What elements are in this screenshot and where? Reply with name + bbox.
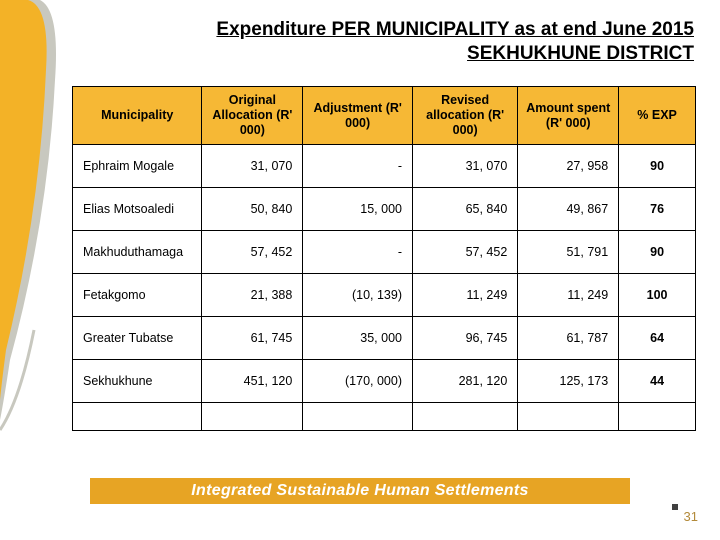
- cell-municipality: Elias Motsoaledi: [73, 188, 202, 231]
- footer-band: Integrated Sustainable Human Settlements: [90, 478, 630, 504]
- cell-municipality: Makhuduthamaga: [73, 231, 202, 274]
- table-row: Fetakgomo21, 388(10, 139)11, 24911, 2491…: [73, 274, 696, 317]
- cell-original: 31, 070: [202, 145, 303, 188]
- cell-spent: 27, 958: [518, 145, 619, 188]
- table-header-row: Municipality Original Allocation (R' 000…: [73, 87, 696, 145]
- slide-title: Expenditure PER MUNICIPALITY as at end J…: [130, 18, 694, 66]
- table-row-empty: [73, 403, 696, 431]
- expenditure-table-wrap: Municipality Original Allocation (R' 000…: [72, 86, 696, 431]
- cell-spent: 51, 791: [518, 231, 619, 274]
- cell-pct: 64: [619, 317, 696, 360]
- cell-municipality: Greater Tubatse: [73, 317, 202, 360]
- cell-pct: 44: [619, 360, 696, 403]
- footer-bullet-icon: [672, 504, 678, 510]
- table-row: Ephraim Mogale31, 070-31, 07027, 95890: [73, 145, 696, 188]
- page-number: 31: [684, 509, 698, 524]
- cell-original: 61, 745: [202, 317, 303, 360]
- cell-adjustment: -: [303, 231, 413, 274]
- table-row: Elias Motsoaledi50, 84015, 00065, 84049,…: [73, 188, 696, 231]
- cell-adjustment: (170, 000): [303, 360, 413, 403]
- cell-pct: 76: [619, 188, 696, 231]
- cell-adjustment: (10, 139): [303, 274, 413, 317]
- table-body: Ephraim Mogale31, 070-31, 07027, 95890El…: [73, 145, 696, 431]
- cell-adjustment: 15, 000: [303, 188, 413, 231]
- footer-text: Integrated Sustainable Human Settlements: [191, 482, 528, 500]
- table-row: Sekhukhune451, 120(170, 000)281, 120125,…: [73, 360, 696, 403]
- cell-revised: 96, 745: [413, 317, 518, 360]
- expenditure-table: Municipality Original Allocation (R' 000…: [72, 86, 696, 431]
- title-line-2: SEKHUKHUNE DISTRICT: [467, 43, 694, 64]
- cell-pct: 90: [619, 145, 696, 188]
- col-header-original: Original Allocation (R' 000): [202, 87, 303, 145]
- cell-original: 57, 452: [202, 231, 303, 274]
- col-header-revised: Revised allocation (R' 000): [413, 87, 518, 145]
- title-line-1: Expenditure PER MUNICIPALITY as at end J…: [216, 19, 694, 40]
- col-header-municipality: Municipality: [73, 87, 202, 145]
- cell-municipality: Sekhukhune: [73, 360, 202, 403]
- cell-adjustment: 35, 000: [303, 317, 413, 360]
- cell-revised: 11, 249: [413, 274, 518, 317]
- col-header-adjustment: Adjustment (R' 000): [303, 87, 413, 145]
- cell-spent: 49, 867: [518, 188, 619, 231]
- cell-pct: 100: [619, 274, 696, 317]
- col-header-spent: Amount spent (R' 000): [518, 87, 619, 145]
- cell-spent: 61, 787: [518, 317, 619, 360]
- cell-pct: 90: [619, 231, 696, 274]
- col-header-pct: % EXP: [619, 87, 696, 145]
- cell-adjustment: -: [303, 145, 413, 188]
- cell-original: 21, 388: [202, 274, 303, 317]
- slide-content: Expenditure PER MUNICIPALITY as at end J…: [0, 0, 720, 540]
- cell-spent: 125, 173: [518, 360, 619, 403]
- cell-original: 451, 120: [202, 360, 303, 403]
- cell-revised: 65, 840: [413, 188, 518, 231]
- cell-original: 50, 840: [202, 188, 303, 231]
- cell-spent: 11, 249: [518, 274, 619, 317]
- table-row: Greater Tubatse61, 74535, 00096, 74561, …: [73, 317, 696, 360]
- table-row: Makhuduthamaga57, 452-57, 45251, 79190: [73, 231, 696, 274]
- cell-revised: 31, 070: [413, 145, 518, 188]
- cell-revised: 57, 452: [413, 231, 518, 274]
- cell-revised: 281, 120: [413, 360, 518, 403]
- cell-municipality: Ephraim Mogale: [73, 145, 202, 188]
- cell-municipality: Fetakgomo: [73, 274, 202, 317]
